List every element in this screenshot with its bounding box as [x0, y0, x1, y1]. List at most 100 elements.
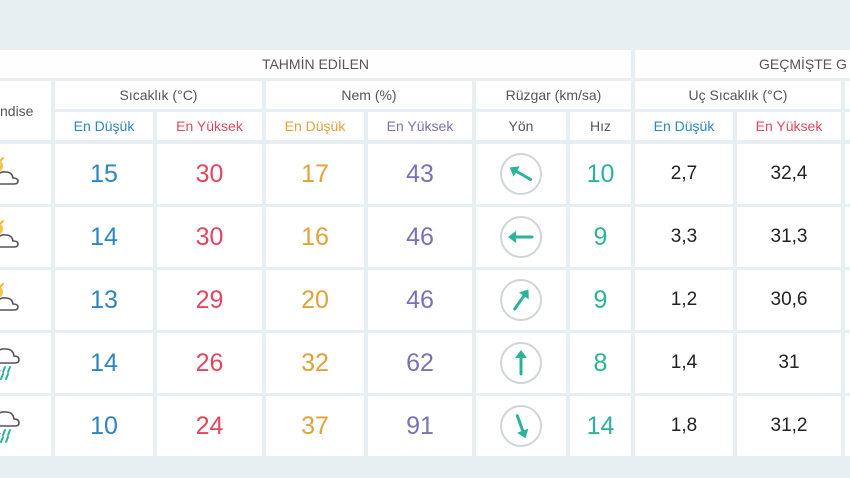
ext-high-cell: 30,6 [737, 270, 841, 330]
ext-high-value: 31,3 [770, 226, 808, 247]
temp-high-subheader-label: En Yüksek [176, 118, 243, 134]
ext-high-cell: 32,4 [737, 144, 841, 204]
hum-high-cell: 46 [368, 207, 472, 267]
temp-high-cell: 24 [157, 396, 262, 456]
past-group-header: GEÇMİŞTE G [635, 50, 850, 78]
ext-low-subheader: En Düşük [635, 112, 733, 140]
wind-dir-subheader: Yön [476, 112, 566, 140]
hum-high-cell: 43 [368, 144, 472, 204]
wind-speed-value: 9 [593, 285, 608, 314]
wind-dir-subheader-label: Yön [508, 118, 534, 134]
hum-low-value: 32 [301, 348, 329, 377]
partly-cloudy-icon [0, 217, 28, 257]
temp-low-cell: 13 [55, 270, 153, 330]
weather-icon-cell [0, 333, 51, 393]
weather-icon-cell [0, 396, 51, 456]
ext-high-cell: 31,2 [737, 396, 841, 456]
ext-low-cell: 1,2 [635, 270, 733, 330]
ext-high-value: 31 [778, 352, 800, 373]
temp-low-value: 14 [90, 348, 118, 377]
wind-speed-value: 14 [586, 411, 615, 440]
temp-high-value: 29 [195, 285, 224, 314]
row-edge-cell [845, 333, 850, 393]
temp-high-value: 26 [195, 348, 224, 377]
hum-high-cell: 46 [368, 270, 472, 330]
wind-speed-value: 8 [593, 348, 608, 377]
subheader-edge-cell [845, 112, 850, 140]
temp-high-subheader: En Yüksek [157, 112, 262, 140]
wind-speed-subheader-label: Hız [590, 118, 611, 134]
hum-high-subheader: En Yüksek [368, 112, 472, 140]
header-edge-cell [845, 81, 850, 109]
partly-cloudy-icon [0, 154, 28, 194]
temp-low-value: 14 [90, 222, 118, 251]
hum-low-cell: 17 [266, 144, 364, 204]
wind-direction-arrow-icon [499, 215, 543, 259]
row-edge-cell [845, 270, 850, 330]
ext-low-value: 3,3 [670, 226, 698, 247]
ext-low-value: 1,2 [670, 289, 698, 310]
ext-high-cell: 31 [737, 333, 841, 393]
hum-low-cell: 37 [266, 396, 364, 456]
temp-low-value: 13 [90, 285, 118, 314]
ext-low-cell: 1,4 [635, 333, 733, 393]
wind-direction-cell [476, 207, 566, 267]
temp-low-value: 10 [90, 411, 118, 440]
weather-icon-cell [0, 207, 51, 267]
ext-low-cell: 2,7 [635, 144, 733, 204]
hum-high-value: 46 [406, 285, 434, 314]
humidity-header: Nem (%) [266, 81, 472, 109]
event-header-label: ndise [0, 102, 34, 119]
temp-high-value: 30 [195, 222, 224, 251]
past-header-label: GEÇMİŞTE G [759, 56, 847, 72]
hum-high-subheader-label: En Yüksek [386, 118, 454, 134]
wind-direction-cell [476, 144, 566, 204]
temperature-header: Sıcaklık (°C) [55, 81, 262, 109]
temp-low-cell: 14 [55, 207, 153, 267]
ext-low-value: 2,7 [670, 163, 698, 184]
wind-speed-cell: 14 [570, 396, 631, 456]
wind-speed-subheader: Hız [570, 112, 631, 140]
hum-low-value: 16 [301, 222, 329, 251]
hum-low-subheader-label: En Düşük [284, 118, 346, 134]
temp-high-cell: 30 [157, 144, 262, 204]
hum-high-value: 91 [406, 411, 434, 440]
wind-direction-arrow-icon [499, 152, 543, 196]
temp-low-cell: 14 [55, 333, 153, 393]
wind-speed-cell: 8 [570, 333, 631, 393]
wind-speed-value: 10 [586, 159, 615, 188]
temp-low-value: 15 [90, 159, 118, 188]
wind-direction-arrow-icon [499, 341, 543, 385]
ext-low-subheader-label: En Düşük [653, 118, 715, 134]
hum-high-cell: 91 [368, 396, 472, 456]
temp-low-subheader: En Düşük [55, 112, 153, 140]
partly-cloudy-icon [0, 280, 28, 320]
wind-direction-cell [476, 270, 566, 330]
hum-high-value: 46 [406, 222, 434, 251]
ext-low-value: 1,8 [670, 415, 698, 436]
hum-high-value: 62 [406, 348, 434, 377]
ext-high-value: 32,4 [770, 163, 808, 184]
ext-low-cell: 3,3 [635, 207, 733, 267]
hum-high-value: 43 [406, 159, 434, 188]
thunderstorm-rain-icon [0, 341, 28, 385]
hum-low-cell: 20 [266, 270, 364, 330]
humidity-header-label: Nem (%) [341, 87, 397, 103]
wind-direction-arrow-icon [499, 404, 543, 448]
ext-low-cell: 1,8 [635, 396, 733, 456]
ext-high-subheader: En Yüksek [737, 112, 841, 140]
wind-speed-cell: 10 [570, 144, 631, 204]
row-edge-cell [845, 207, 850, 267]
wind-header-label: Rüzgar (km/sa) [505, 87, 602, 103]
temp-low-cell: 15 [55, 144, 153, 204]
ext-high-value: 31,2 [770, 415, 808, 436]
hum-low-cell: 16 [266, 207, 364, 267]
temp-high-cell: 30 [157, 207, 262, 267]
temp-high-value: 24 [195, 411, 224, 440]
temp-high-cell: 29 [157, 270, 262, 330]
wind-direction-cell [476, 333, 566, 393]
wind-direction-arrow-icon [499, 278, 543, 322]
thunderstorm-rain-icon [0, 404, 28, 448]
ext-high-cell: 31,3 [737, 207, 841, 267]
hum-low-value: 20 [301, 285, 329, 314]
